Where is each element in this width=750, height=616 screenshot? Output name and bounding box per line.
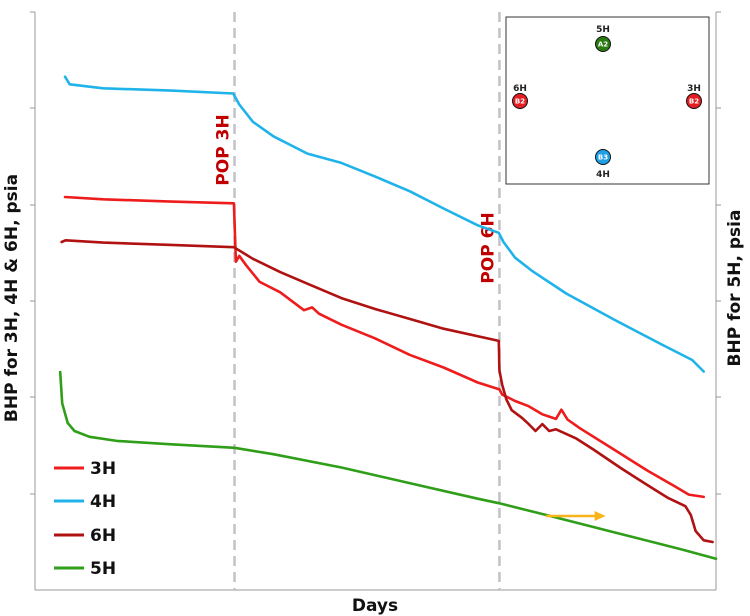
well-marker-3h: [686, 93, 702, 109]
right-tick-marks: [716, 11, 721, 495]
well-marker-5h: [595, 36, 611, 52]
legend-label-4h: 4H: [90, 492, 116, 512]
series-line-3h: [63, 195, 706, 499]
y-axis-right-title: BHP for 5H, psia: [725, 210, 745, 367]
well-code-4h: B3: [598, 154, 608, 162]
well-marker-6h: [512, 93, 528, 109]
series-line-4h: [63, 75, 706, 373]
legend: 3H 4H 6H 5H: [54, 459, 116, 579]
y-axis-left-title: BHP for 3H, 4H & 6H, psia: [2, 174, 22, 422]
well-marker-4h: [595, 149, 611, 165]
annotation-arrow-head: [594, 511, 606, 522]
series-line-6h: [60, 239, 714, 544]
well-code-6h: B2: [515, 98, 525, 106]
legend-label-5h: 5H: [90, 559, 116, 579]
inset-well-map: 5H A2 6H B2 3H B2 B3 4H: [505, 16, 710, 185]
well-code-5h: A2: [598, 41, 608, 49]
legend-label-6h: 6H: [90, 526, 116, 546]
series-layer: [58, 75, 718, 561]
event-layer: POP 3H POP 6H: [214, 12, 501, 590]
inset-label-3h: 3H: [687, 84, 701, 94]
left-tick-marks: [30, 11, 35, 495]
series-line-5h: [58, 370, 718, 561]
legend-label-3h: 3H: [90, 459, 116, 479]
inset-label-4h: 4H: [596, 170, 610, 180]
well-code-3h: B2: [689, 98, 699, 106]
x-axis-title: Days: [352, 596, 398, 616]
inset-label-6h: 6H: [513, 84, 527, 94]
event-label-pop-6h: POP 6H: [478, 212, 498, 283]
inset-label-5h: 5H: [596, 25, 610, 35]
event-label-pop-3h: POP 3H: [214, 114, 234, 185]
annotation-layer: [545, 511, 606, 522]
